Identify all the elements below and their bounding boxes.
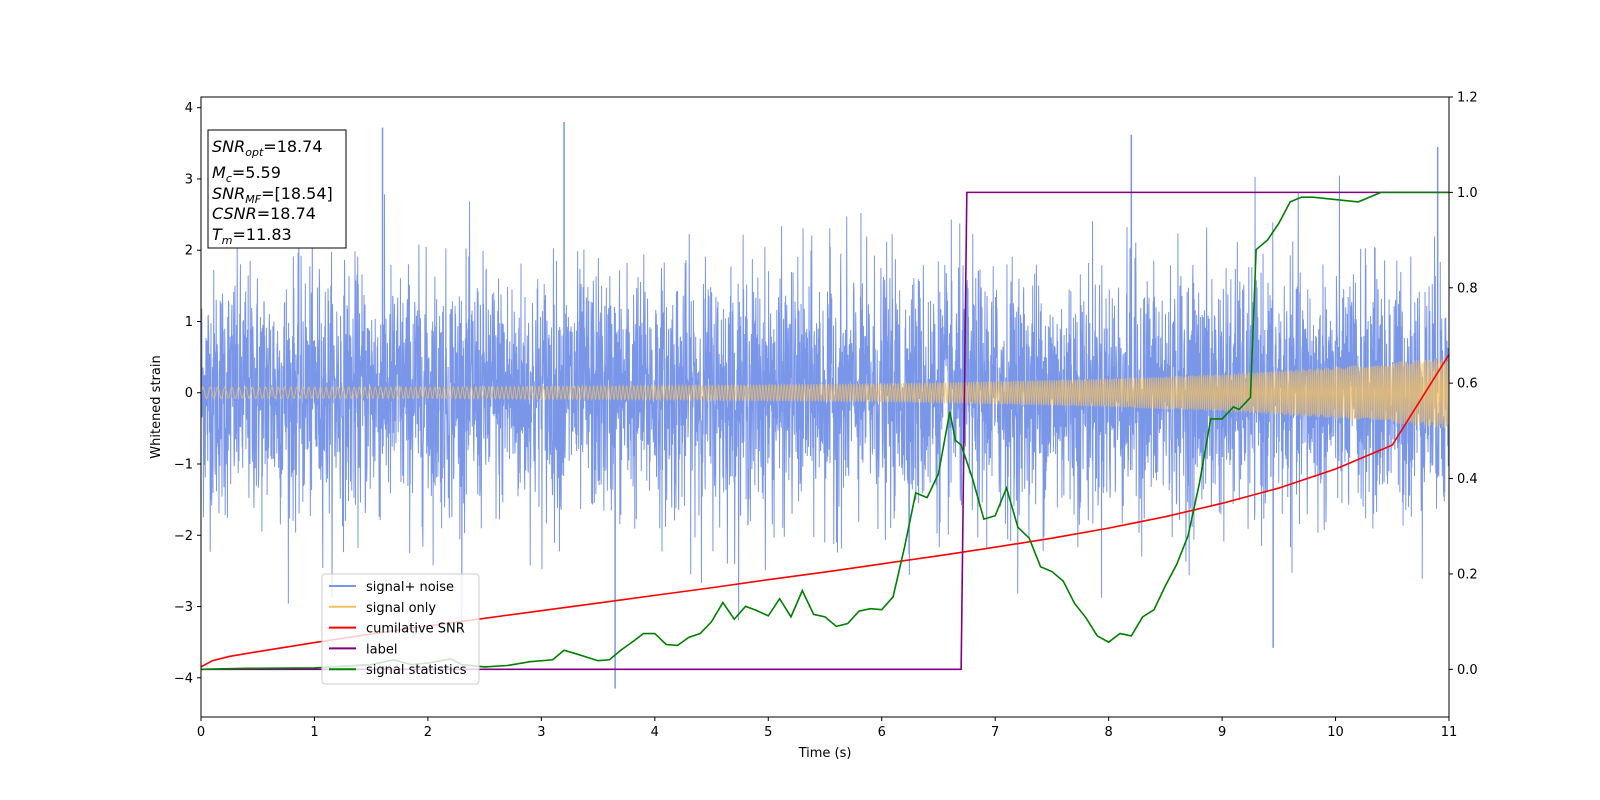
y2-tick-label: 1.0: [1457, 186, 1478, 201]
info-line: CSNR=18.74: [212, 204, 316, 223]
y-axis-title: Whitened strain: [149, 355, 164, 458]
y2-tick-label: 0.8: [1457, 281, 1478, 296]
info-line: SNRopt=18.74: [212, 137, 323, 159]
legend-label-signal-only: signal only: [366, 601, 436, 616]
legend-frame: [321, 573, 480, 685]
info-box-frame: [207, 129, 347, 249]
x-axis-title: Time (s): [798, 746, 852, 761]
legend-label-cumilative-snr: cumilative SNR: [366, 622, 465, 637]
info-line: Mc=5.59: [212, 163, 281, 185]
y2-tick-label: 0.6: [1457, 377, 1478, 392]
x-tick-label: 11: [1441, 725, 1458, 740]
y-tick-label: −1: [174, 458, 193, 473]
info-line: SNRMF=[18.54]: [212, 184, 333, 206]
x-tick-label: 0: [197, 725, 205, 740]
x-tick-label: 8: [1104, 725, 1112, 740]
info-line: Tm=11.83: [212, 225, 292, 247]
info-box: SNRopt=18.74 Mc=5.59SNRMF=[18.54]CSNR=18.…: [207, 129, 347, 249]
y-tick-label: 1: [185, 315, 193, 330]
x-tick-label: 7: [991, 725, 999, 740]
x-tick-label: 5: [764, 725, 772, 740]
series-layer: [201, 121, 1449, 689]
series-signal-statistics-line: [201, 191, 1449, 671]
series-signal-only-line: [201, 357, 1449, 428]
x-tick-label: 2: [424, 725, 432, 740]
x-tick-label: 4: [651, 725, 659, 740]
legend-label-signal-noise: signal+ noise: [366, 580, 454, 595]
y-tick-label: −4: [174, 671, 193, 686]
x-tick-label: 1: [310, 725, 318, 740]
y-tick-label: 2: [185, 244, 193, 259]
y2-tick-label: 0.2: [1457, 567, 1478, 582]
x-tick-label: 10: [1327, 725, 1344, 740]
legend-label-signal-statistics: signal statistics: [366, 663, 467, 678]
y-tick-label: 4: [185, 101, 193, 116]
series-label-line: [201, 191, 1449, 671]
y2-tick-label: 0.0: [1457, 663, 1478, 678]
axes-layer: 0 1 2 3 4 5 6 7 8 9 10 11 −4 −3 −2 −1 0 1 2 3 4 0.0 0.2 0.4 0.6 0…: [174, 91, 1478, 741]
x-tick-label: 9: [1218, 725, 1226, 740]
y-tick-label: −3: [174, 600, 193, 615]
y2-tick-label: 1.2: [1457, 91, 1478, 106]
legend-label-label: label: [366, 642, 397, 657]
x-tick-label: 6: [878, 725, 886, 740]
x-tick-label: 3: [537, 725, 545, 740]
y-tick-label: 3: [185, 172, 193, 187]
legend: signal+ noise signal only cumilative SNR la…: [321, 573, 480, 685]
series-cumilative-snr-line: [201, 354, 1449, 668]
y2-tick-label: 0.4: [1457, 472, 1478, 487]
y-tick-label: 0: [185, 386, 193, 401]
y-tick-label: −2: [174, 529, 193, 544]
plot-frame: [200, 96, 1450, 718]
